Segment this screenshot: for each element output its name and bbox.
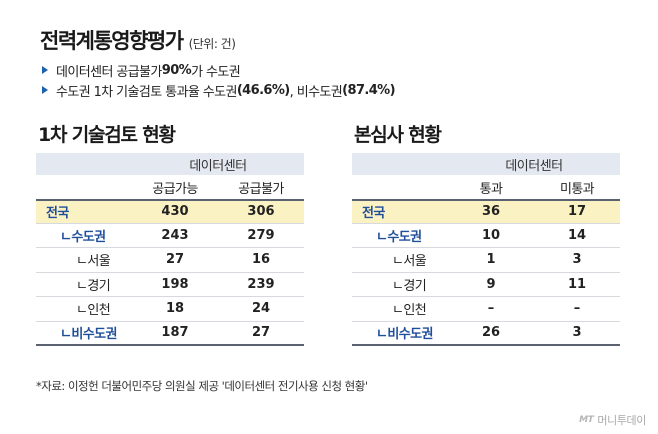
cell-value: 3 [572,252,582,268]
triangle-bullet-icon [42,66,48,74]
table-row: ㄴ경기 9 11 [352,273,620,297]
table-row: 전국 430 306 [36,199,304,224]
cell-value: 3 [572,325,582,341]
column-header: 통과 [479,181,503,197]
cell-value: – [573,301,581,317]
table-row: ㄴ서울 1 3 [352,248,620,273]
cell-value: 16 [251,252,271,268]
cell-value: 27 [251,325,271,341]
bullet-text-bold: 90% [161,62,192,78]
bullet-text-bold-2: (87.4%) [342,82,395,98]
cell-value: 14 [567,227,587,243]
cell-value: 279 [247,227,275,243]
row-label: ㄴ비수도권 [60,327,117,343]
cell-value: 10 [481,227,501,243]
column-header: 미통과 [559,181,595,197]
group-header: 데이터센터 [352,153,620,175]
cell-value: 18 [165,301,185,317]
row-label: ㄴ경기 [76,278,111,294]
table-row: ㄴ비수도권 187 27 [36,322,304,346]
bullet-text-post: 가 수도권 [191,64,241,80]
logo-mark: MT [579,415,594,425]
row-label: 전국 [46,206,69,222]
cell-value: 243 [161,227,189,243]
table-row: ㄴ수도권 10 14 [352,224,620,248]
row-label: ㄴ서울 [392,254,427,270]
cell-value: 1 [486,252,496,268]
triangle-bullet-icon [42,86,48,94]
panel-title: 1차 기술검토 현황 [38,124,176,146]
table-row: 전국 36 17 [352,199,620,224]
table-row: ㄴ서울 27 16 [36,248,304,273]
cell-value: 24 [251,301,271,317]
row-label: ㄴ수도권 [60,229,106,245]
cell-value: – [487,301,495,317]
row-label: ㄴ인천 [76,303,111,319]
table-row: ㄴ경기 198 239 [36,273,304,297]
cell-value: 26 [481,325,501,341]
column-headers: 공급가능 공급불가 [36,175,304,199]
cell-value: 36 [481,204,501,220]
tech-review-panel: 1차 기술검토 현황 데이터센터 공급가능 공급불가 전국 430 306 ㄴ수… [36,120,304,346]
column-header: 공급가능 [152,181,198,197]
row-label: ㄴ수도권 [376,229,422,245]
title-row: 전력계통영향평가 (단위: 건) [40,25,236,55]
row-label: ㄴ인천 [392,303,427,319]
bullet-text-post: , 비수도권 [289,84,343,100]
bullet-text-bold: (46.6%) [236,82,290,98]
cell-value: 187 [161,325,189,341]
column-header: 공급불가 [238,181,284,197]
summary-bullets: 데이터센터 공급불가 90% 가 수도권 수도권 1차 기술검토 통과율 수도권(… [42,60,396,100]
bullet-item: 수도권 1차 기술검토 통과율 수도권 (46.6%), 비수도권 (87.4%) [42,80,396,100]
main-review-panel: 본심사 현황 데이터센터 통과 미통과 전국 36 17 ㄴ수도권 10 14 … [352,120,620,346]
table-row: ㄴ비수도권 26 3 [352,322,620,346]
cell-value: 17 [567,204,587,220]
bullet-text-pre: 수도권 1차 기술검토 통과율 수도권 [56,84,237,100]
cell-value: 239 [247,276,275,292]
group-header: 데이터센터 [36,153,304,175]
unit-label: (단위: 건) [188,37,236,51]
bullet-text-pre: 데이터센터 공급불가 [56,64,162,80]
bullet-item: 데이터센터 공급불가 90% 가 수도권 [42,60,395,80]
group-header-label: 데이터센터 [505,158,563,174]
cell-value: 27 [165,252,185,268]
cell-value: 306 [247,204,275,220]
page-title: 전력계통영향평가 [40,29,184,53]
row-label: ㄴ경기 [392,278,427,294]
group-header-label: 데이터센터 [189,158,247,174]
row-label: 전국 [362,206,385,222]
cell-value: 198 [161,276,189,292]
publisher-logo: MT 머니투데이 [579,412,646,428]
table-row: ㄴ인천 – – [352,297,620,322]
table-row: ㄴ수도권 243 279 [36,224,304,248]
source-note: *자료: 이정헌 더불어민주당 의원실 제공 '데이터센터 전기사용 신청 현황… [36,379,368,393]
row-label: ㄴ서울 [76,254,111,270]
column-headers: 통과 미통과 [352,175,620,199]
table-row: ㄴ인천 18 24 [36,297,304,322]
panel-title: 본심사 현황 [354,124,442,146]
row-label: ㄴ비수도권 [376,327,433,343]
logo-text: 머니투데이 [597,414,646,427]
cell-value: 11 [567,276,587,292]
cell-value: 430 [161,204,189,220]
cell-value: 9 [486,276,496,292]
